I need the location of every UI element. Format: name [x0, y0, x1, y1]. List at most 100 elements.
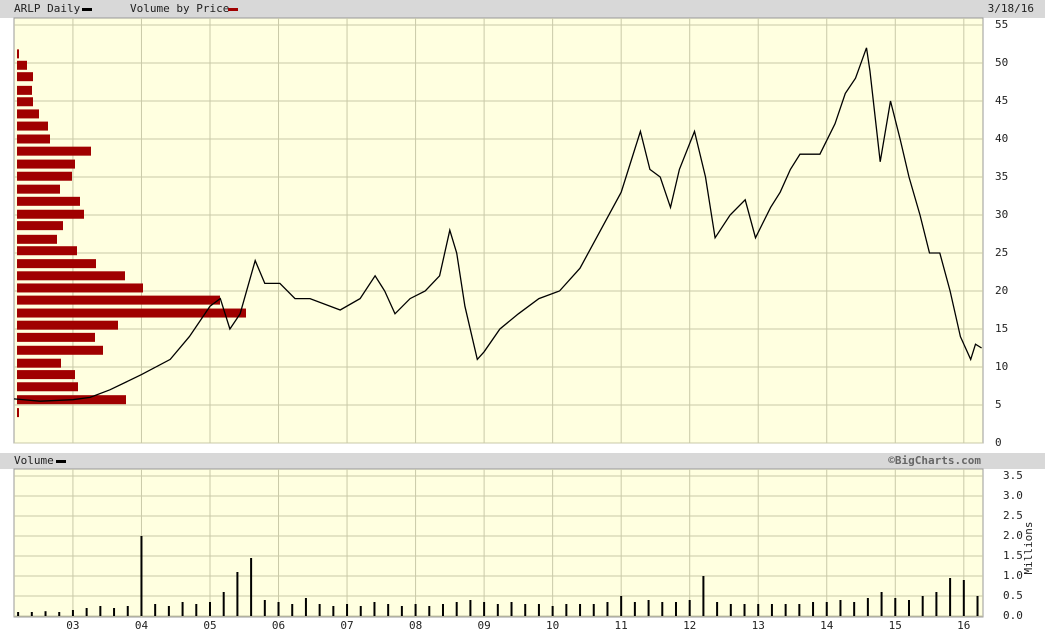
volume-by-price-bar [17, 271, 125, 281]
header-band [0, 0, 1045, 18]
volume-by-price-bar [17, 171, 72, 181]
volume-by-price-bar [17, 320, 118, 330]
y-tick-label: 1.0 [1003, 569, 1023, 582]
y-tick-label: 1.5 [1003, 549, 1023, 562]
volume-bar [510, 602, 513, 616]
y-tick-label: 45 [995, 94, 1008, 107]
volume-bar [674, 602, 677, 616]
x-tick-label: 11 [615, 619, 628, 632]
volume-by-price-bar [17, 109, 39, 119]
volume-by-price-bar [17, 234, 57, 244]
x-tick-label: 13 [752, 619, 765, 632]
volume-by-price-bar [17, 209, 84, 219]
volume-bar [236, 572, 239, 616]
y-tick-label: 10 [995, 360, 1008, 373]
volume-bar [400, 606, 403, 616]
volume-by-price-bar [17, 370, 75, 380]
volume-bar [208, 602, 211, 616]
volume-by-price-bar [17, 358, 61, 368]
volume-bar [222, 592, 225, 616]
volume-by-price-bar [17, 408, 19, 418]
volume-by-price-bar [17, 60, 27, 70]
x-tick-label: 15 [889, 619, 902, 632]
volume-bar [318, 604, 321, 616]
volume-bar [113, 608, 116, 616]
y-tick-label: 30 [995, 208, 1008, 221]
volume-header-band [0, 453, 1045, 469]
volume-bar [359, 606, 362, 616]
volume-bar [633, 602, 636, 616]
volume-by-price-bar [17, 382, 78, 392]
volume-by-price-bar [17, 159, 75, 169]
volume-bar [346, 604, 349, 616]
volume-by-price-bar [17, 345, 103, 355]
y-tick-label: 0 [995, 436, 1002, 449]
volume-by-price-bar [17, 85, 32, 95]
y-axis-label: Millions [1022, 522, 1035, 575]
volume-by-price-bar [17, 246, 77, 256]
volume-bar [58, 612, 61, 616]
volume-bar [880, 592, 883, 616]
volume-bar [195, 604, 198, 616]
volume-bar [757, 604, 760, 616]
y-tick-label: 3.5 [1003, 469, 1023, 482]
y-tick-label: 35 [995, 170, 1008, 183]
y-tick-label: 3.0 [1003, 489, 1023, 502]
volume-bar [812, 602, 815, 616]
volume-bar [387, 604, 390, 616]
volume-bar [647, 600, 650, 616]
volume-bar [565, 604, 568, 616]
volume-bar [332, 606, 335, 616]
volume-bar [853, 602, 856, 616]
x-tick-label: 06 [272, 619, 285, 632]
y-tick-label: 40 [995, 132, 1008, 145]
volume-by-price-bar [17, 121, 48, 131]
volume-bar [99, 606, 102, 616]
volume-bar [976, 596, 979, 616]
volume-bar [935, 592, 938, 616]
volume-by-price-bar [17, 308, 246, 318]
volume-bar [866, 598, 869, 616]
volume-bar [688, 600, 691, 616]
volume-by-price-bar [17, 259, 96, 269]
y-tick-label: 25 [995, 246, 1008, 259]
volume-bar [661, 602, 664, 616]
volume-bar [592, 604, 595, 616]
y-tick-label: 55 [995, 18, 1008, 31]
volume-legend-swatch [56, 460, 66, 463]
x-tick-label: 04 [135, 619, 149, 632]
volume-bar [606, 602, 609, 616]
y-tick-label: 2.0 [1003, 529, 1023, 542]
x-tick-label: 03 [66, 619, 79, 632]
x-tick-label: 09 [477, 619, 490, 632]
volume-by-price-bar [17, 146, 91, 156]
volume-bar [770, 604, 773, 616]
volume-bar [154, 604, 157, 616]
price-legend-swatch [82, 8, 92, 11]
y-tick-label: 0.5 [1003, 589, 1023, 602]
x-tick-label: 12 [683, 619, 696, 632]
volume-by-price-bar [17, 97, 33, 107]
volume-bar [250, 558, 253, 616]
price-legend: ARLP Daily [14, 2, 81, 15]
volume-bar [962, 580, 965, 616]
volume-bar [798, 604, 801, 616]
volume-bar [414, 604, 417, 616]
volume-bar [784, 604, 787, 616]
volume-legend: Volume [14, 454, 54, 467]
volume-bar [167, 606, 170, 616]
volume-bar [907, 600, 910, 616]
volume-bar [729, 604, 732, 616]
vbp-legend: Volume by Price [130, 2, 229, 15]
volume-by-price-bar [17, 332, 95, 342]
volume-bar [839, 600, 842, 616]
volume-bar [291, 604, 294, 616]
x-tick-label: 14 [820, 619, 834, 632]
volume-by-price-bar [17, 221, 63, 231]
volume-bar [85, 608, 88, 616]
volume-bar [263, 600, 266, 616]
volume-bar [30, 612, 33, 616]
y-tick-label: 50 [995, 56, 1008, 69]
volume-by-price-bar [17, 196, 80, 206]
